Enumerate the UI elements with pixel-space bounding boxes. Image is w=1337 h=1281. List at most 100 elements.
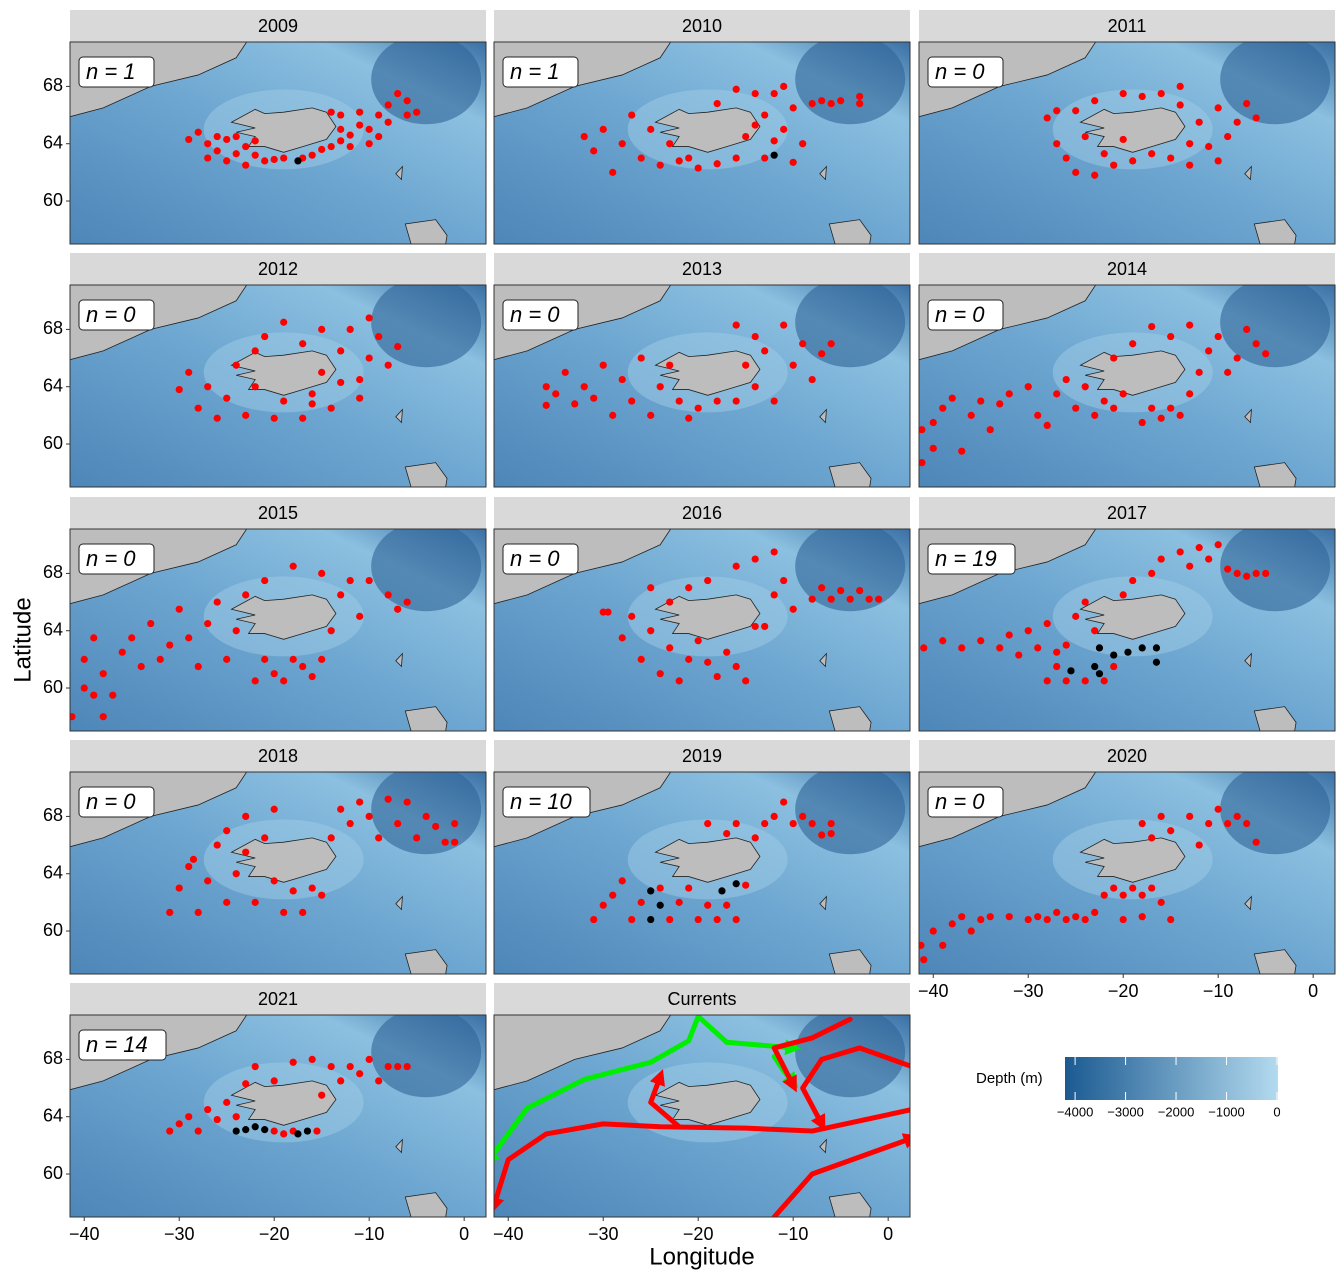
station — [242, 162, 249, 169]
station — [294, 157, 301, 164]
panel: 2013n = 0 — [489, 253, 910, 490]
station — [328, 1063, 335, 1070]
station — [299, 415, 306, 422]
station — [242, 1126, 249, 1133]
panel-title: 2017 — [1107, 503, 1147, 523]
y-tick-label: 60 — [43, 190, 63, 210]
station — [252, 152, 259, 159]
station — [214, 133, 221, 140]
station — [695, 164, 702, 171]
station — [280, 319, 287, 326]
station — [242, 1080, 249, 1087]
annotation: n = 0 — [935, 789, 985, 814]
station — [1186, 390, 1193, 397]
station — [1091, 97, 1098, 104]
station — [647, 887, 654, 894]
station — [271, 877, 278, 884]
station — [1006, 390, 1013, 397]
station — [451, 820, 458, 827]
station — [309, 152, 316, 159]
deep-basin — [371, 34, 481, 124]
panel: 2021n = 14606468−40−30−20−100 — [43, 983, 486, 1244]
station — [290, 1059, 297, 1066]
station — [1129, 157, 1136, 164]
station — [337, 806, 344, 813]
station — [195, 129, 202, 136]
panel: 2009n = 1606468 — [43, 10, 486, 247]
station — [304, 1127, 311, 1134]
legend-tick-label: −2000 — [1158, 1104, 1195, 1119]
station — [723, 830, 730, 837]
x-tick-label: −30 — [1013, 981, 1044, 1001]
annotation: n = 0 — [935, 59, 985, 84]
station — [1186, 140, 1193, 147]
station — [271, 670, 278, 677]
annotation: n = 0 — [86, 546, 136, 571]
x-tick-label: 0 — [883, 1224, 893, 1244]
station — [1177, 548, 1184, 555]
deep-basin — [1220, 277, 1330, 367]
station — [628, 111, 635, 118]
station — [930, 419, 937, 426]
station — [1186, 813, 1193, 820]
station — [1196, 841, 1203, 848]
station — [294, 1130, 301, 1137]
station — [1253, 839, 1260, 846]
station — [166, 909, 173, 916]
x-tick-label: −10 — [354, 1224, 385, 1244]
station — [818, 97, 825, 104]
station — [271, 1077, 278, 1084]
station — [252, 347, 259, 354]
station — [977, 637, 984, 644]
station — [780, 577, 787, 584]
station — [1120, 90, 1127, 97]
station — [543, 383, 550, 390]
panel-title: 2010 — [682, 16, 722, 36]
station — [1015, 651, 1022, 658]
station — [761, 154, 768, 161]
station — [733, 154, 740, 161]
station — [1067, 667, 1074, 674]
station — [590, 916, 597, 923]
x-tick-label: −30 — [588, 1224, 619, 1244]
station — [977, 916, 984, 923]
station — [761, 820, 768, 827]
station — [685, 584, 692, 591]
station — [366, 813, 373, 820]
station — [590, 147, 597, 154]
station — [1091, 909, 1098, 916]
station — [1124, 649, 1131, 656]
station — [1129, 884, 1136, 891]
station — [404, 598, 411, 605]
station — [404, 97, 411, 104]
station — [271, 415, 278, 422]
x-tick-label: −20 — [683, 1224, 714, 1244]
station — [1234, 570, 1241, 577]
deep-basin — [1220, 34, 1330, 124]
station — [704, 820, 711, 827]
station — [1139, 913, 1146, 920]
station — [1253, 340, 1260, 347]
station — [1177, 412, 1184, 419]
station — [1006, 631, 1013, 638]
y-tick-label: 64 — [43, 132, 63, 152]
station — [771, 591, 778, 598]
station — [366, 1056, 373, 1063]
station — [1215, 806, 1222, 813]
station — [856, 587, 863, 594]
station — [1034, 644, 1041, 651]
station — [1053, 140, 1060, 147]
station — [666, 598, 673, 605]
station — [609, 892, 616, 899]
station — [968, 412, 975, 419]
station — [657, 383, 664, 390]
station — [1063, 154, 1070, 161]
station — [828, 596, 835, 603]
annotation: n = 0 — [935, 302, 985, 327]
station — [214, 598, 221, 605]
station — [742, 882, 749, 889]
station — [809, 100, 816, 107]
station — [299, 340, 306, 347]
station — [733, 880, 740, 887]
station — [252, 899, 259, 906]
